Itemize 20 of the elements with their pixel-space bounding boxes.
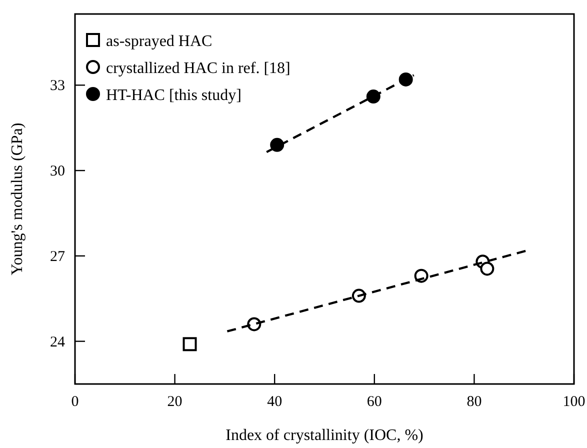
y-tick-label: 24 xyxy=(50,334,66,350)
point xyxy=(270,138,284,152)
x-tick-label: 80 xyxy=(466,394,482,410)
legend-label: HT-HAC [this study] xyxy=(106,87,242,104)
legend-label: as-sprayed HAC xyxy=(106,33,212,50)
x-tick-label: 0 xyxy=(71,394,79,410)
x-tick-label: 20 xyxy=(167,394,182,410)
y-tick-label: 30 xyxy=(50,164,65,180)
x-tick-label: 60 xyxy=(366,394,382,410)
legend-label: crystallized HAC in ref. [18] xyxy=(106,60,290,77)
y-axis-title: Young's modulus (GPa) xyxy=(9,122,26,276)
y-tick-label: 33 xyxy=(50,78,65,94)
point xyxy=(182,337,197,352)
x-tick-label: 100 xyxy=(562,394,586,410)
point xyxy=(398,72,413,86)
x-tick-label: 40 xyxy=(267,394,282,410)
x-axis-title: Index of crystallinity (IOC, %) xyxy=(226,427,424,444)
y-tick-label: 27 xyxy=(50,248,66,265)
point xyxy=(366,90,380,104)
point xyxy=(480,262,494,276)
